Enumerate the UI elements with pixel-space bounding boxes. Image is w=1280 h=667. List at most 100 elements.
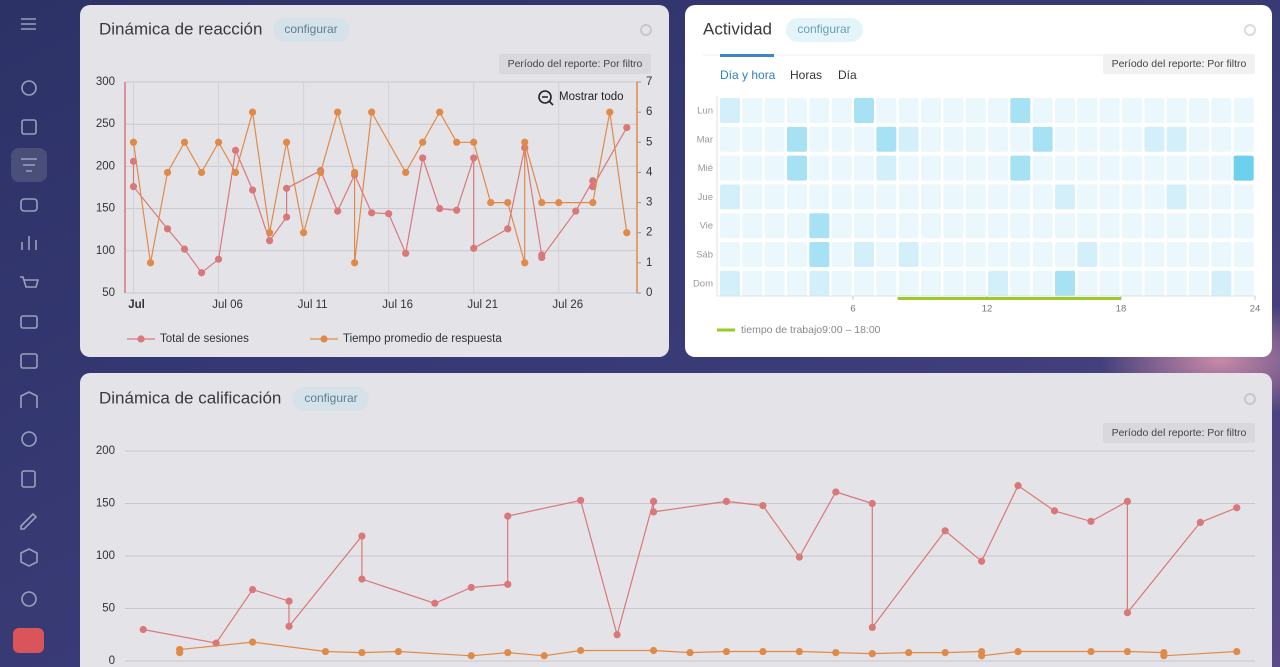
zoom-icon[interactable] <box>542 96 554 106</box>
heat-cell <box>876 270 897 296</box>
nav-icon[interactable] <box>20 276 40 288</box>
nav-icon[interactable] <box>21 80 37 96</box>
menu-icon[interactable] <box>21 18 36 30</box>
data-point <box>419 138 427 146</box>
nav-icon[interactable] <box>20 198 38 212</box>
heat-cell <box>876 184 897 210</box>
data-point <box>453 138 461 146</box>
settings-icon[interactable] <box>1244 393 1256 405</box>
heat-cell <box>742 98 763 123</box>
period-label: Período del reporte: Por filtro <box>508 58 643 70</box>
data-point <box>470 154 478 162</box>
heat-cell <box>720 242 740 267</box>
y-tick-label: 200 <box>96 160 115 172</box>
heat-cell <box>988 184 1008 210</box>
nav-icon[interactable] <box>21 591 37 607</box>
nav-icon[interactable] <box>21 236 37 250</box>
heat-cell <box>742 155 763 181</box>
data-point <box>334 108 342 116</box>
heat-cell <box>1189 126 1209 152</box>
configure-label[interactable]: configurar <box>797 22 850 36</box>
configure-label[interactable]: configurar <box>304 391 357 405</box>
heat-cell <box>1077 213 1098 239</box>
data-point <box>795 553 803 561</box>
legend-marker <box>320 335 328 343</box>
data-point <box>358 532 366 540</box>
heat-cell <box>854 213 874 239</box>
heat-cell <box>1166 270 1187 296</box>
y-tick-label: 0 <box>109 655 115 667</box>
nav-icon[interactable] <box>20 315 38 329</box>
data-point <box>129 183 138 191</box>
configure-button[interactable] <box>786 18 863 42</box>
data-point <box>589 177 597 185</box>
legend-label: tiempo de trabajo9:00 – 18:00 <box>741 324 881 336</box>
data-point <box>431 599 439 607</box>
nav-icon[interactable] <box>20 391 38 408</box>
tab[interactable]: Horas <box>790 68 822 82</box>
heat-cell <box>1233 213 1254 239</box>
heat-cell <box>1010 184 1031 210</box>
heat-cell <box>921 98 941 123</box>
heat-cell <box>876 213 897 239</box>
heat-cell <box>1189 184 1209 210</box>
heat-cell <box>1233 126 1254 152</box>
heat-cell <box>965 270 986 296</box>
configure-label[interactable]: configurar <box>284 22 337 36</box>
nav-icon[interactable] <box>21 119 37 135</box>
heat-cell <box>742 213 763 239</box>
heat-cell <box>1055 155 1075 181</box>
configure-button[interactable] <box>292 387 369 411</box>
data-point <box>1196 518 1204 527</box>
app-icon[interactable] <box>13 628 44 653</box>
data-point <box>555 198 563 207</box>
heat-cell <box>1122 242 1142 267</box>
period-box <box>1103 423 1255 443</box>
settings-icon[interactable] <box>640 24 652 36</box>
data-point <box>163 225 172 233</box>
data-point <box>623 229 631 237</box>
nav-icon[interactable] <box>20 512 38 530</box>
y2-tick-label: 0 <box>646 287 652 299</box>
heat-cell <box>1122 270 1142 296</box>
zoom-icon[interactable] <box>538 90 552 104</box>
heat-cell <box>831 242 852 267</box>
tab[interactable]: Día <box>838 68 857 82</box>
nav-icon[interactable] <box>21 431 37 447</box>
heat-cell <box>1032 242 1053 267</box>
settings-icon[interactable] <box>1244 24 1256 36</box>
x-tick-label: Jul 06 <box>212 299 243 311</box>
data-point <box>649 646 658 655</box>
heat-cell <box>809 213 830 239</box>
x-tick-label: 12 <box>982 304 993 315</box>
heat-cell <box>1144 184 1165 210</box>
heat-cell <box>1077 270 1098 296</box>
zoom-label[interactable]: Mostrar todo <box>559 91 624 103</box>
data-point <box>197 168 206 177</box>
data-point <box>504 225 512 233</box>
heat-cell <box>831 155 852 181</box>
heat-cell <box>831 98 852 123</box>
data-point <box>231 168 240 177</box>
nav-icon[interactable] <box>21 158 37 172</box>
data-point <box>453 206 461 214</box>
nav-icon[interactable] <box>20 353 38 369</box>
x-tick-label: 18 <box>1116 304 1127 315</box>
tab[interactable]: Día y hora <box>720 68 776 82</box>
heat-cell <box>1166 126 1187 152</box>
data-point <box>1050 507 1059 515</box>
data-point <box>163 168 172 177</box>
nav-icon[interactable] <box>21 470 36 488</box>
y-tick-label: 100 <box>96 550 115 562</box>
heat-cell <box>1010 155 1031 181</box>
heat-cell <box>1189 270 1209 296</box>
nav-icon[interactable] <box>20 548 38 567</box>
heat-cell <box>1077 98 1098 123</box>
heat-cell <box>809 242 830 267</box>
heat-cell <box>831 270 852 296</box>
data-point <box>759 647 767 656</box>
x-tick-label: Jul 11 <box>298 299 328 311</box>
configure-button[interactable] <box>273 18 350 42</box>
heat-cell <box>1144 155 1165 181</box>
